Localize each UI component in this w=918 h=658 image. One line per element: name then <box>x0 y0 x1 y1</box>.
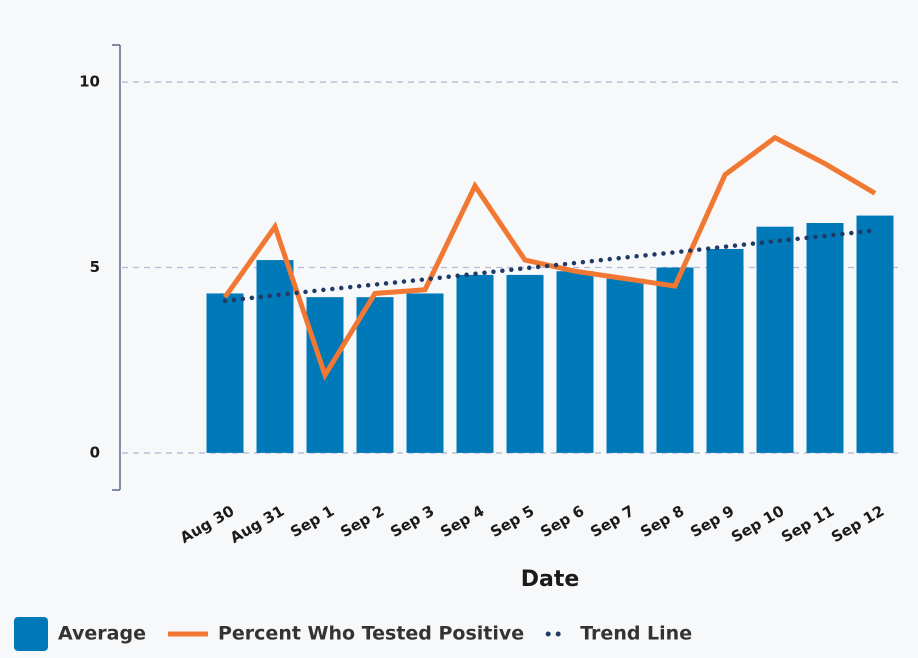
x-tick-label: Sep 1 <box>287 502 337 541</box>
x-tick-label: Sep 7 <box>587 502 637 541</box>
y-tick-label: 10 <box>79 73 100 91</box>
bar <box>406 293 444 453</box>
bar <box>706 248 744 453</box>
trend-line <box>222 228 878 304</box>
x-tick-label: Sep 11 <box>778 502 837 546</box>
bar <box>606 278 644 453</box>
legend-swatch <box>14 617 48 651</box>
x-tick-label: Sep 6 <box>537 502 587 541</box>
x-tick-label: Sep 2 <box>337 502 387 541</box>
x-tick-label: Sep 10 <box>728 502 787 546</box>
bar <box>506 274 544 453</box>
x-axis-title: Date <box>521 567 580 592</box>
bar <box>256 260 294 453</box>
x-tick-label: Sep 8 <box>637 502 687 541</box>
legend-label: Average <box>58 623 146 645</box>
bar <box>756 226 794 453</box>
x-tick-label: Aug 31 <box>227 502 287 547</box>
bar <box>456 274 494 453</box>
bar <box>806 223 844 453</box>
x-tick-label: Aug 30 <box>177 502 237 547</box>
bar <box>856 215 894 453</box>
bar <box>356 297 394 453</box>
y-tick-label: 0 <box>90 443 100 461</box>
x-tick-label: Sep 12 <box>828 502 887 546</box>
x-tick-label: Sep 5 <box>487 502 537 541</box>
line <box>222 134 877 381</box>
x-tick-label: Sep 3 <box>387 502 437 541</box>
bar <box>206 293 244 453</box>
bar <box>556 271 594 453</box>
legend-label: Percent Who Tested Positive <box>218 623 524 645</box>
legend-label: Trend Line <box>580 623 692 645</box>
bar <box>656 267 694 453</box>
x-tick-label: Sep 4 <box>437 502 487 541</box>
y-tick-label: 5 <box>90 258 100 276</box>
